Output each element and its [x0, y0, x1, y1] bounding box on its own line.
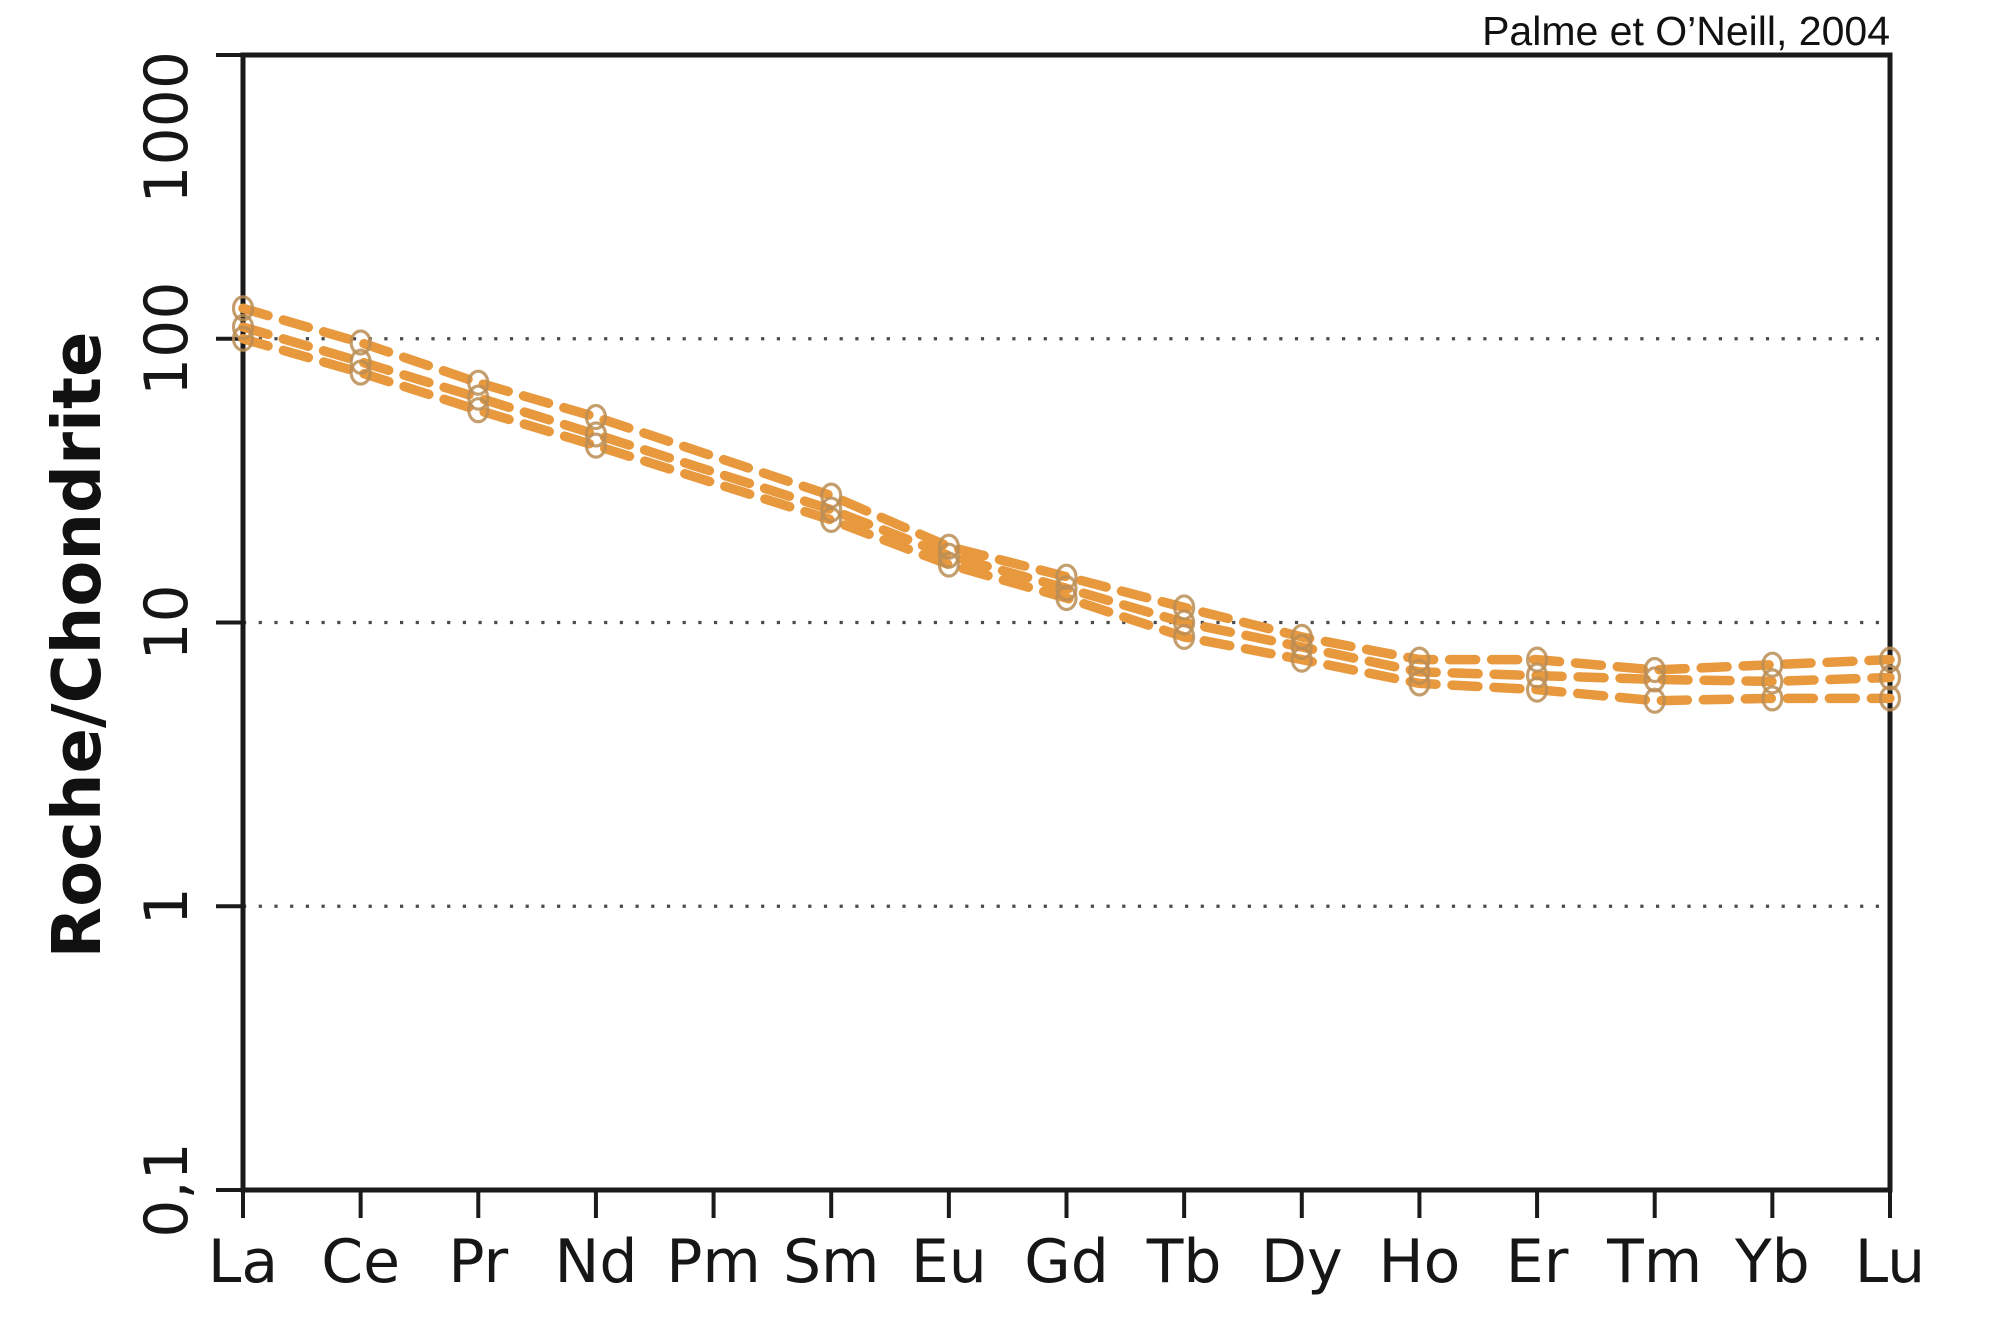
y-tick-label: 100: [132, 281, 202, 396]
data-point-marker: [1761, 651, 1784, 678]
x-tick-label: Lu: [1855, 1227, 1925, 1297]
y-axis-title: Roche/Chondrite: [38, 332, 116, 959]
x-tick-label: Tb: [1146, 1227, 1222, 1297]
y-tick-label: 10: [132, 584, 202, 660]
data-point-marker: [1643, 656, 1666, 684]
data-point-marker: [349, 329, 372, 356]
series-line: [238, 334, 1895, 706]
data-point-marker: [1643, 666, 1666, 693]
x-tick-label: Tm: [1606, 1227, 1702, 1297]
data-point-marker: [584, 403, 608, 431]
data-point-marker: [467, 384, 490, 411]
data-point-marker: [1525, 676, 1549, 703]
series-line: [238, 322, 1895, 687]
x-tick-label: Pm: [666, 1227, 761, 1297]
x-tick-label: Dy: [1261, 1227, 1343, 1297]
data-point-marker: [1525, 646, 1549, 673]
data-point-marker: [231, 295, 255, 322]
data-point-marker: [231, 325, 255, 352]
data-point-marker: [1878, 664, 1902, 691]
x-tick-label: Eu: [911, 1227, 987, 1297]
data-point-marker: [1525, 662, 1549, 689]
data-point-marker: [467, 369, 490, 396]
data-point-marker: [231, 313, 255, 341]
data-point-marker: [1173, 609, 1196, 636]
x-tick-label: Pr: [448, 1227, 508, 1297]
data-point-marker: [1408, 670, 1431, 697]
data-point-marker: [584, 432, 608, 459]
data-point-marker: [349, 359, 372, 386]
x-tick-label: Nd: [554, 1227, 637, 1297]
x-tick-label: Ce: [321, 1227, 400, 1297]
data-point-marker: [1055, 563, 1078, 590]
data-point-marker: [467, 397, 490, 424]
y-tick-label: 1: [132, 887, 202, 925]
series-line: [238, 303, 1895, 675]
x-tick-label: Er: [1506, 1227, 1569, 1297]
data-point-marker: [1878, 646, 1902, 673]
data-point-marker: [937, 533, 960, 560]
data-point-marker: [349, 348, 372, 375]
data-point-marker: [937, 551, 960, 578]
data-point-marker: [1173, 623, 1196, 650]
x-tick-label: Ho: [1379, 1227, 1461, 1297]
data-point-marker: [937, 542, 960, 569]
data-point-marker: [1173, 594, 1196, 621]
x-tick-label: Yb: [1734, 1227, 1810, 1297]
y-tick-label: 0,1: [132, 1142, 202, 1237]
x-tick-label: Sm: [783, 1227, 880, 1297]
data-point-marker: [820, 496, 843, 523]
x-tick-label: Gd: [1024, 1227, 1109, 1297]
data-point-marker: [1761, 668, 1784, 695]
data-point-marker: [1878, 685, 1902, 712]
data-point-marker: [1643, 687, 1666, 714]
data-point-marker: [1408, 658, 1431, 685]
y-tick-label: 1000: [132, 51, 202, 204]
data-point-marker: [1055, 584, 1078, 612]
data-point-marker: [1055, 575, 1078, 602]
data-point-marker: [1761, 685, 1784, 712]
x-tick-label: La: [208, 1227, 278, 1297]
data-point-marker: [1290, 646, 1313, 673]
data-point-marker: [584, 421, 608, 448]
data-point-marker: [820, 506, 843, 533]
data-point-marker: [1290, 633, 1313, 661]
attribution-text: Palme et O’Neill, 2004: [1482, 8, 1890, 54]
